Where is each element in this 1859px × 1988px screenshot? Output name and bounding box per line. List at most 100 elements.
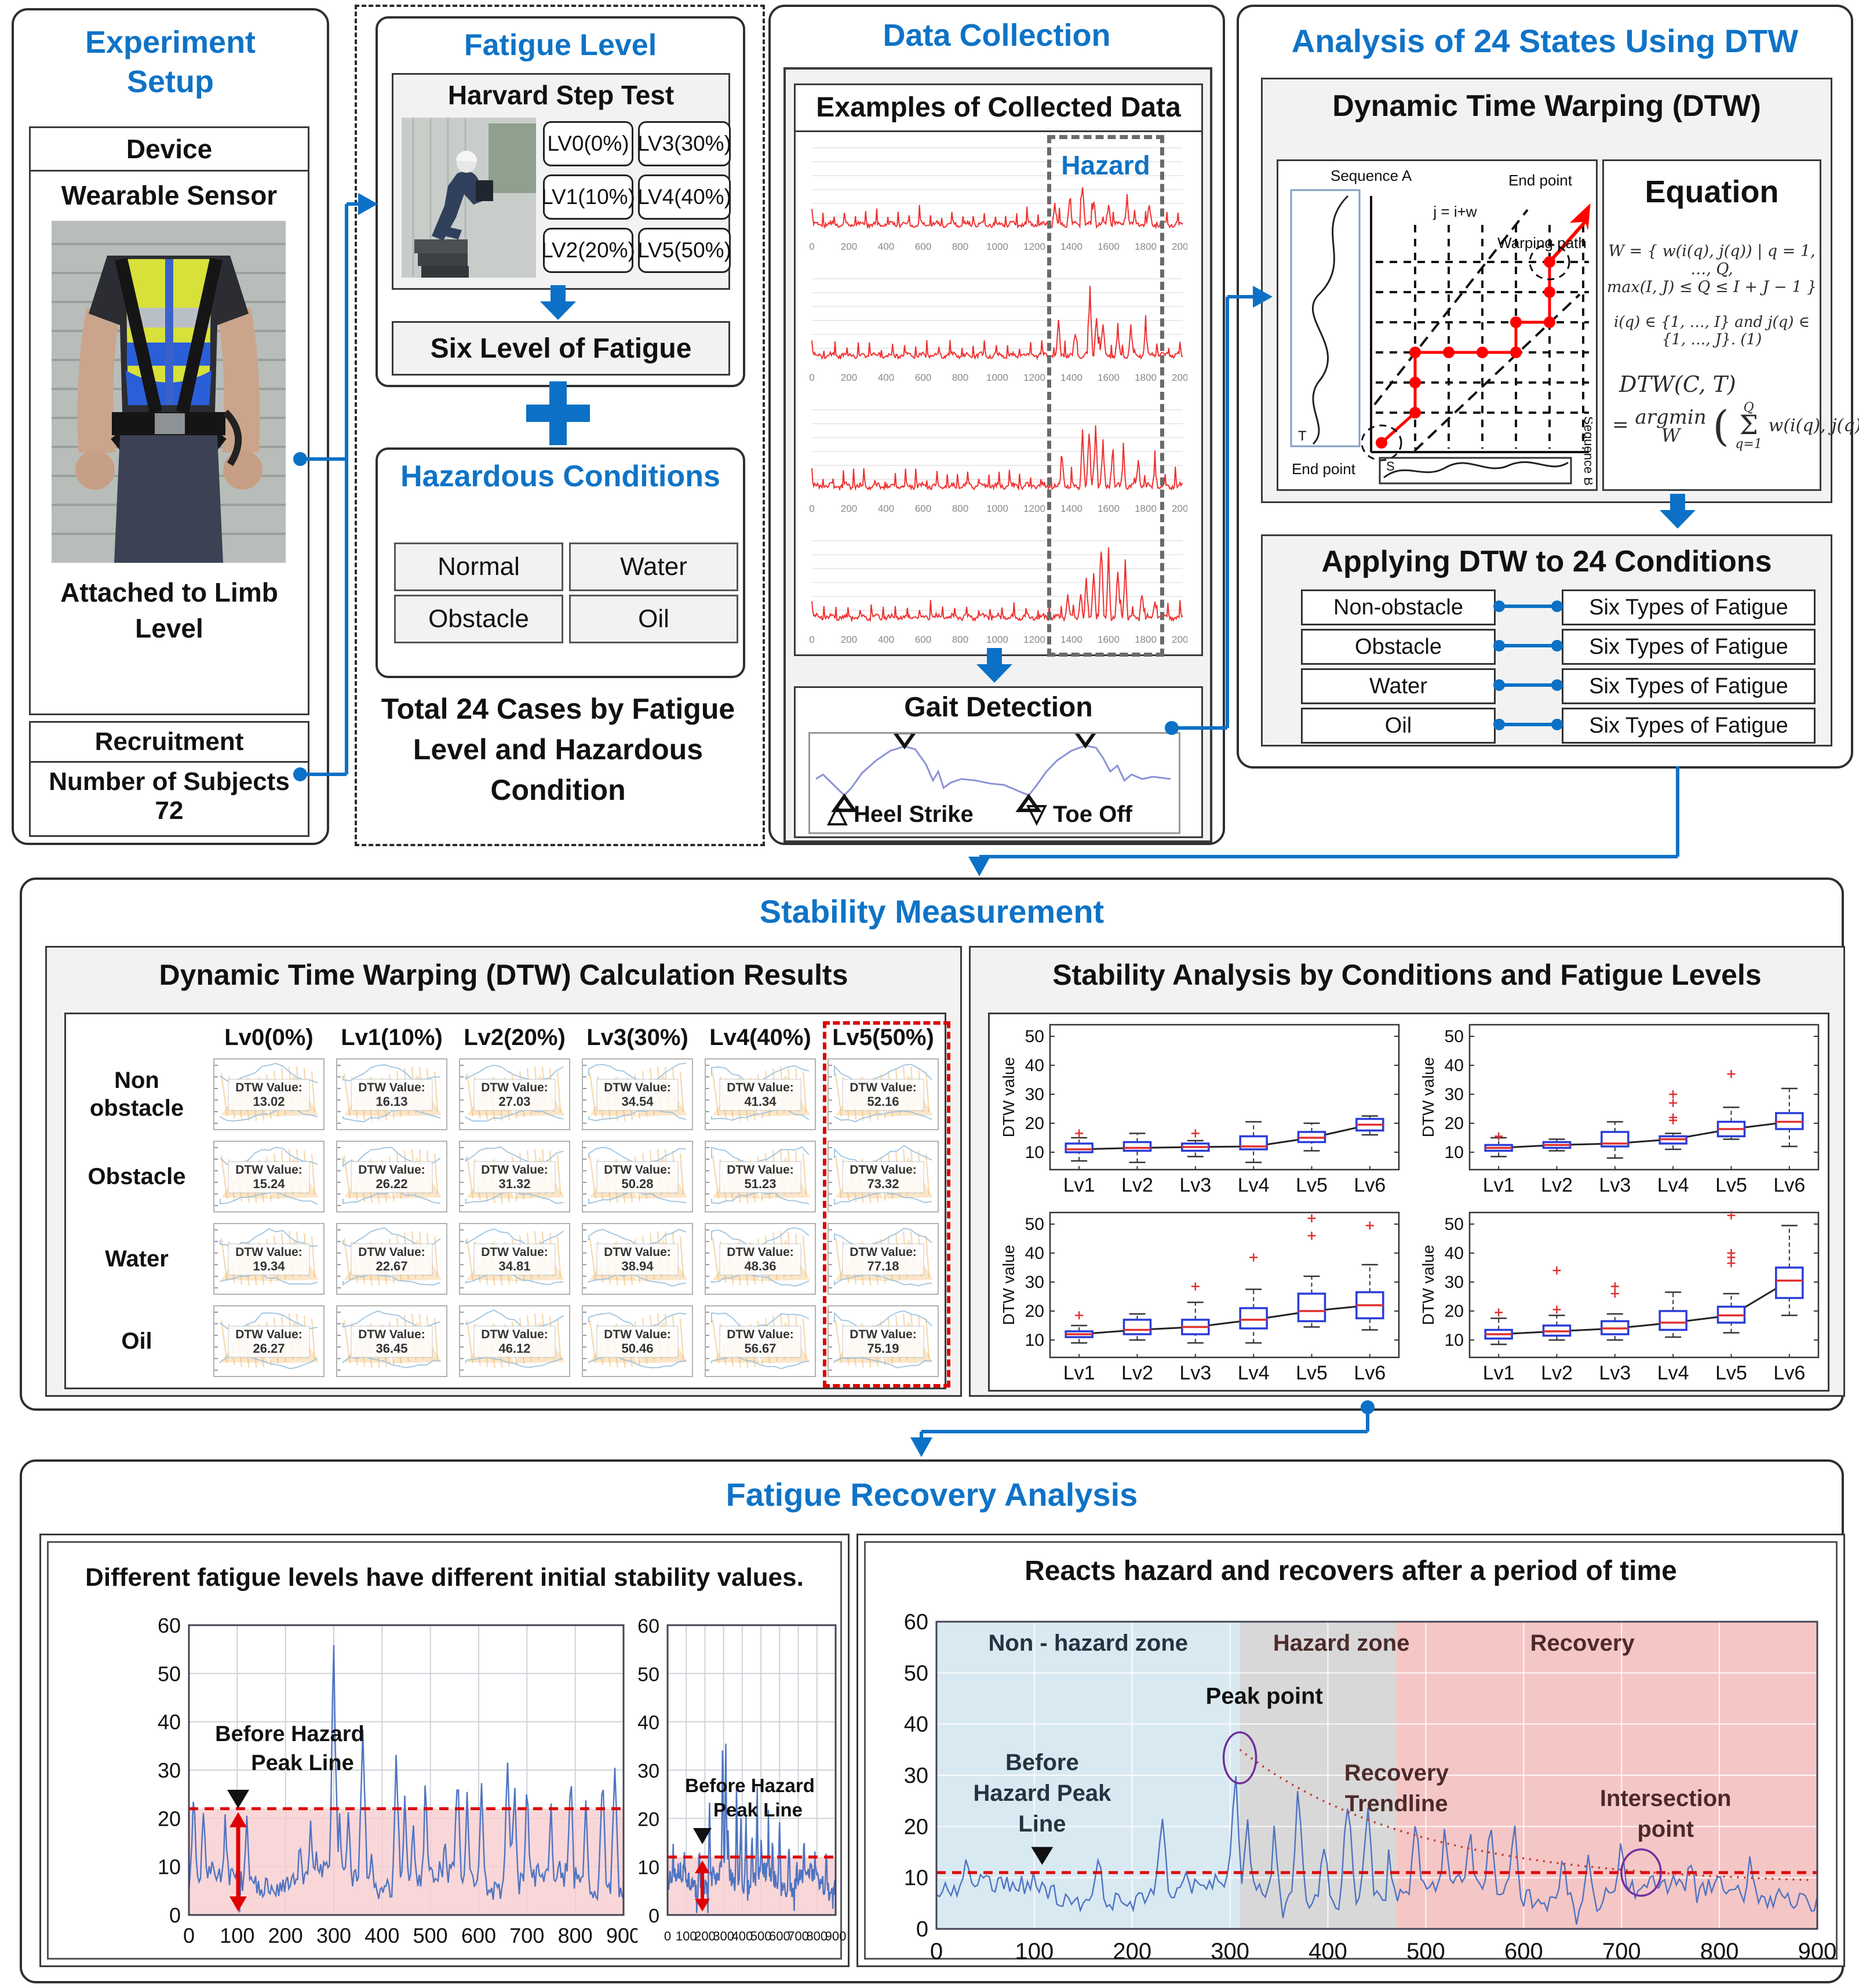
boxplot-y-tick: 10: [1025, 1331, 1044, 1350]
boxplot-x-cat: Lv4: [1238, 1362, 1270, 1384]
recovery-x-tick: 200: [694, 1929, 716, 1943]
equation-line-3: i(q) ∈ {1, …, I} and j(q) ∈ {1, …, J}. (…: [1614, 314, 1810, 348]
equation-line-4: DTW(C, T): [1619, 372, 1736, 397]
s-label: S: [1386, 459, 1395, 474]
hazard-item-obstacle: Obstacle: [394, 595, 563, 643]
fatigue-hazard-container: [355, 5, 765, 846]
before-hazard-label-1b: Peak Line: [251, 1751, 353, 1775]
heel-strike-label: Heel Strike: [853, 802, 974, 827]
recovery-y-tick: 0: [916, 1917, 928, 1942]
dtw-cell: DTW Value:77.18: [828, 1223, 939, 1295]
boxplot-x-cat: Lv2: [1121, 1174, 1153, 1196]
dtw-value-label: DTW Value:: [358, 1246, 425, 1259]
recovery-x-tick: 0: [183, 1924, 195, 1947]
peak-point-label: Peak point: [1206, 1683, 1323, 1709]
boxplot-y-tick: 20: [1445, 1302, 1464, 1321]
recovery-x-tick: 800: [1700, 1939, 1739, 1964]
collected-x-tick: 400: [878, 372, 894, 383]
six-types-box-0: Six Types of Fatigue: [1562, 589, 1816, 625]
recovery-y-tick: 20: [904, 1815, 928, 1839]
trendline-label-b: Trendline: [1345, 1791, 1448, 1816]
boxplot-x-cat: Lv5: [1296, 1174, 1328, 1196]
collected-x-tick: 400: [878, 634, 894, 645]
peak-line-pointer-icon: [693, 1828, 712, 1844]
collected-x-tick: 200: [841, 372, 857, 383]
dtw-value: 36.45: [376, 1341, 407, 1356]
fatigue-chip-3: LV3(30%): [637, 121, 731, 166]
recovery-y-tick: 30: [158, 1758, 181, 1782]
dtw-value-label: DTW Value:: [727, 1328, 794, 1341]
boxplot-x-cat: Lv3: [1599, 1362, 1631, 1384]
boxplot-y-tick: 10: [1445, 1331, 1464, 1350]
recovery-y-tick: 50: [637, 1663, 659, 1685]
boxplot-x-cat: Lv3: [1179, 1174, 1211, 1196]
boxplot-y-label: DTW value: [1000, 1057, 1018, 1137]
boxplot-x-cat: Lv3: [1599, 1174, 1631, 1196]
dtw-cell: DTW Value:19.34: [213, 1223, 325, 1295]
harvard-title: Harvard Step Test: [447, 80, 675, 110]
dtw-value: 75.19: [867, 1341, 899, 1356]
collected-x-tick: 200: [841, 503, 857, 514]
calc-results-title: Dynamic Time Warping (DTW) Calculation R…: [159, 959, 848, 991]
collected-x-tick: 1800: [1135, 241, 1157, 252]
boxplot-y-tick: 50: [1025, 1215, 1044, 1234]
collected-x-tick: 800: [952, 241, 968, 252]
experiment-setup-panel: Experiment Setup Device Wearable Sensor: [12, 8, 329, 845]
wearable-sensor-photo: [52, 221, 286, 563]
analysis-panel: Analysis of 24 States Using DTW Dynamic …: [1237, 5, 1859, 769]
harvard-step-photo: [402, 118, 536, 278]
dtw-cell: DTW Value:16.13: [336, 1058, 447, 1130]
dtw-value: 34.54: [621, 1094, 654, 1109]
boxplot-y-tick: 30: [1025, 1273, 1044, 1292]
stability-analysis-title: Stability Analysis by Conditions and Fat…: [1052, 959, 1762, 991]
dtw-value: 52.16: [867, 1094, 899, 1109]
dtw-value-label: DTW Value:: [235, 1163, 302, 1177]
boxplot-x-cat: Lv5: [1715, 1362, 1747, 1384]
recovery-x-tick: 100: [1015, 1939, 1054, 1964]
fatigue-level-box: Fatigue Level Harvard Step Test: [376, 16, 745, 387]
collected-x-tick: 200: [841, 634, 857, 645]
intersection-label-b: point: [1637, 1816, 1694, 1842]
recovery-x-tick: 600: [1504, 1939, 1543, 1964]
recovery-y-tick: 60: [158, 1618, 181, 1637]
six-types-box-1: Six Types of Fatigue: [1562, 629, 1816, 665]
recovery-y-tick: 50: [158, 1662, 181, 1685]
boxplot-y-tick: 40: [1025, 1056, 1044, 1075]
peak-line-pointer-icon: [227, 1790, 249, 1808]
dtw-value: 50.46: [621, 1341, 653, 1356]
dtw-value: 13.02: [253, 1094, 285, 1109]
calc-row-label-0: Non obstacle: [89, 1068, 184, 1121]
collected-x-tick: 1400: [1060, 241, 1082, 252]
condition-connector: [1493, 679, 1563, 691]
collected-x-tick: 0: [809, 372, 814, 383]
collected-x-tick: 1800: [1135, 634, 1157, 645]
device-header: Device: [31, 128, 308, 172]
dtw-value: 48.36: [744, 1259, 776, 1273]
dtw-value: 51.23: [744, 1177, 776, 1191]
dtw-value-label: DTW Value:: [604, 1246, 671, 1259]
collected-x-tick: 1000: [986, 634, 1008, 645]
boxplot-y-tick: 30: [1025, 1085, 1044, 1104]
recovery-x-tick: 700: [509, 1924, 544, 1947]
recovery-y-tick: 60: [637, 1618, 659, 1637]
calc-col-header-3: Lv3(30%): [586, 1025, 688, 1050]
collected-x-tick: 1600: [1098, 634, 1120, 645]
recovery-x-tick: 900: [1798, 1939, 1837, 1964]
boxplot-x-cat: Lv1: [1483, 1362, 1515, 1384]
recovery-zone-label: Recovery: [1530, 1630, 1635, 1656]
boxplot-x-cat: Lv2: [1121, 1362, 1153, 1384]
collected-x-tick: 0: [809, 241, 814, 252]
calc-col-header-2: Lv2(20%): [464, 1025, 566, 1050]
collected-x-tick: 400: [878, 503, 894, 514]
collected-x-tick: 1200: [1023, 372, 1045, 383]
calc-row-label-3: Oil: [121, 1328, 152, 1354]
dtw-cell: DTW Value:22.67: [336, 1223, 447, 1295]
dtw-grid: Lv0(0%) Lv1(10%) Lv2(20%) Lv3(30%) Lv4(40%) L…: [66, 1014, 950, 1388]
sigma-icon: Σ: [1739, 409, 1758, 440]
heel-strike-marker-icon: [1015, 793, 1043, 813]
collected-x-tick: 0: [809, 634, 814, 645]
